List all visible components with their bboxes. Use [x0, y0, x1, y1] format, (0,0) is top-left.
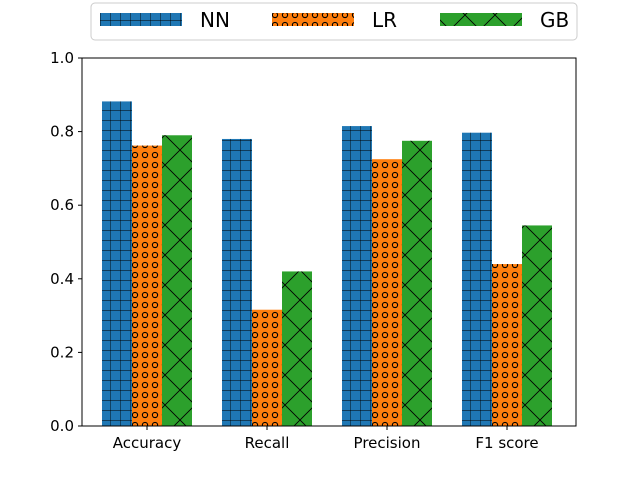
- bar-hatch-lr-precision: [372, 159, 402, 426]
- legend-entry-lr: LR: [272, 8, 397, 32]
- y-tick-label: 0.6: [50, 196, 74, 214]
- plot-frame: [81, 57, 577, 427]
- legend-label: NN: [200, 8, 230, 32]
- legend-swatch-hatch: [100, 13, 182, 26]
- x-tick-label: Accuracy: [113, 434, 182, 452]
- x-tick-label: F1 score: [475, 434, 538, 452]
- y-axis: 0.0 0.2 0.4 0.6 0.8 1.0: [50, 49, 82, 435]
- y-tick-label: 0.8: [50, 123, 74, 141]
- series-lr: [132, 145, 522, 427]
- y-tick-label: 0.2: [50, 343, 74, 361]
- x-tick-label: Precision: [354, 434, 421, 452]
- bar-hatch-gb-f1-score: [522, 225, 552, 426]
- bar-hatch-lr-recall: [252, 309, 282, 426]
- x-tick-label: Recall: [245, 434, 290, 452]
- legend-swatch-hatch: [272, 13, 354, 26]
- legend-swatch-hatch: [440, 13, 522, 26]
- legend-label: GB: [540, 8, 569, 32]
- legend-entry-nn: NN: [100, 8, 230, 32]
- bar-hatch-nn-f1-score: [462, 132, 492, 427]
- bar-hatch-lr-f1-score: [492, 264, 522, 426]
- y-tick-label: 0.4: [50, 270, 74, 288]
- bar-hatch-nn-recall: [222, 138, 252, 426]
- bar-hatch-gb-accuracy: [162, 135, 192, 426]
- bars: [102, 101, 552, 427]
- x-axis: Accuracy Recall Precision F1 score: [113, 426, 539, 452]
- y-tick-label: 1.0: [50, 49, 74, 67]
- series-gb: [162, 135, 552, 427]
- legend-entry-gb: GB: [440, 8, 569, 32]
- bar-hatch-nn-precision: [342, 126, 372, 426]
- bar-hatch-nn-accuracy: [102, 101, 132, 426]
- bar-hatch-gb-precision: [402, 140, 432, 427]
- bar-hatch-gb-recall: [282, 271, 312, 426]
- y-tick-label: 0.0: [50, 417, 74, 435]
- bar-hatch-lr-accuracy: [132, 145, 162, 427]
- legend-label: LR: [372, 8, 397, 32]
- series-nn: [102, 101, 492, 427]
- legend: NN LR GB: [90, 2, 578, 41]
